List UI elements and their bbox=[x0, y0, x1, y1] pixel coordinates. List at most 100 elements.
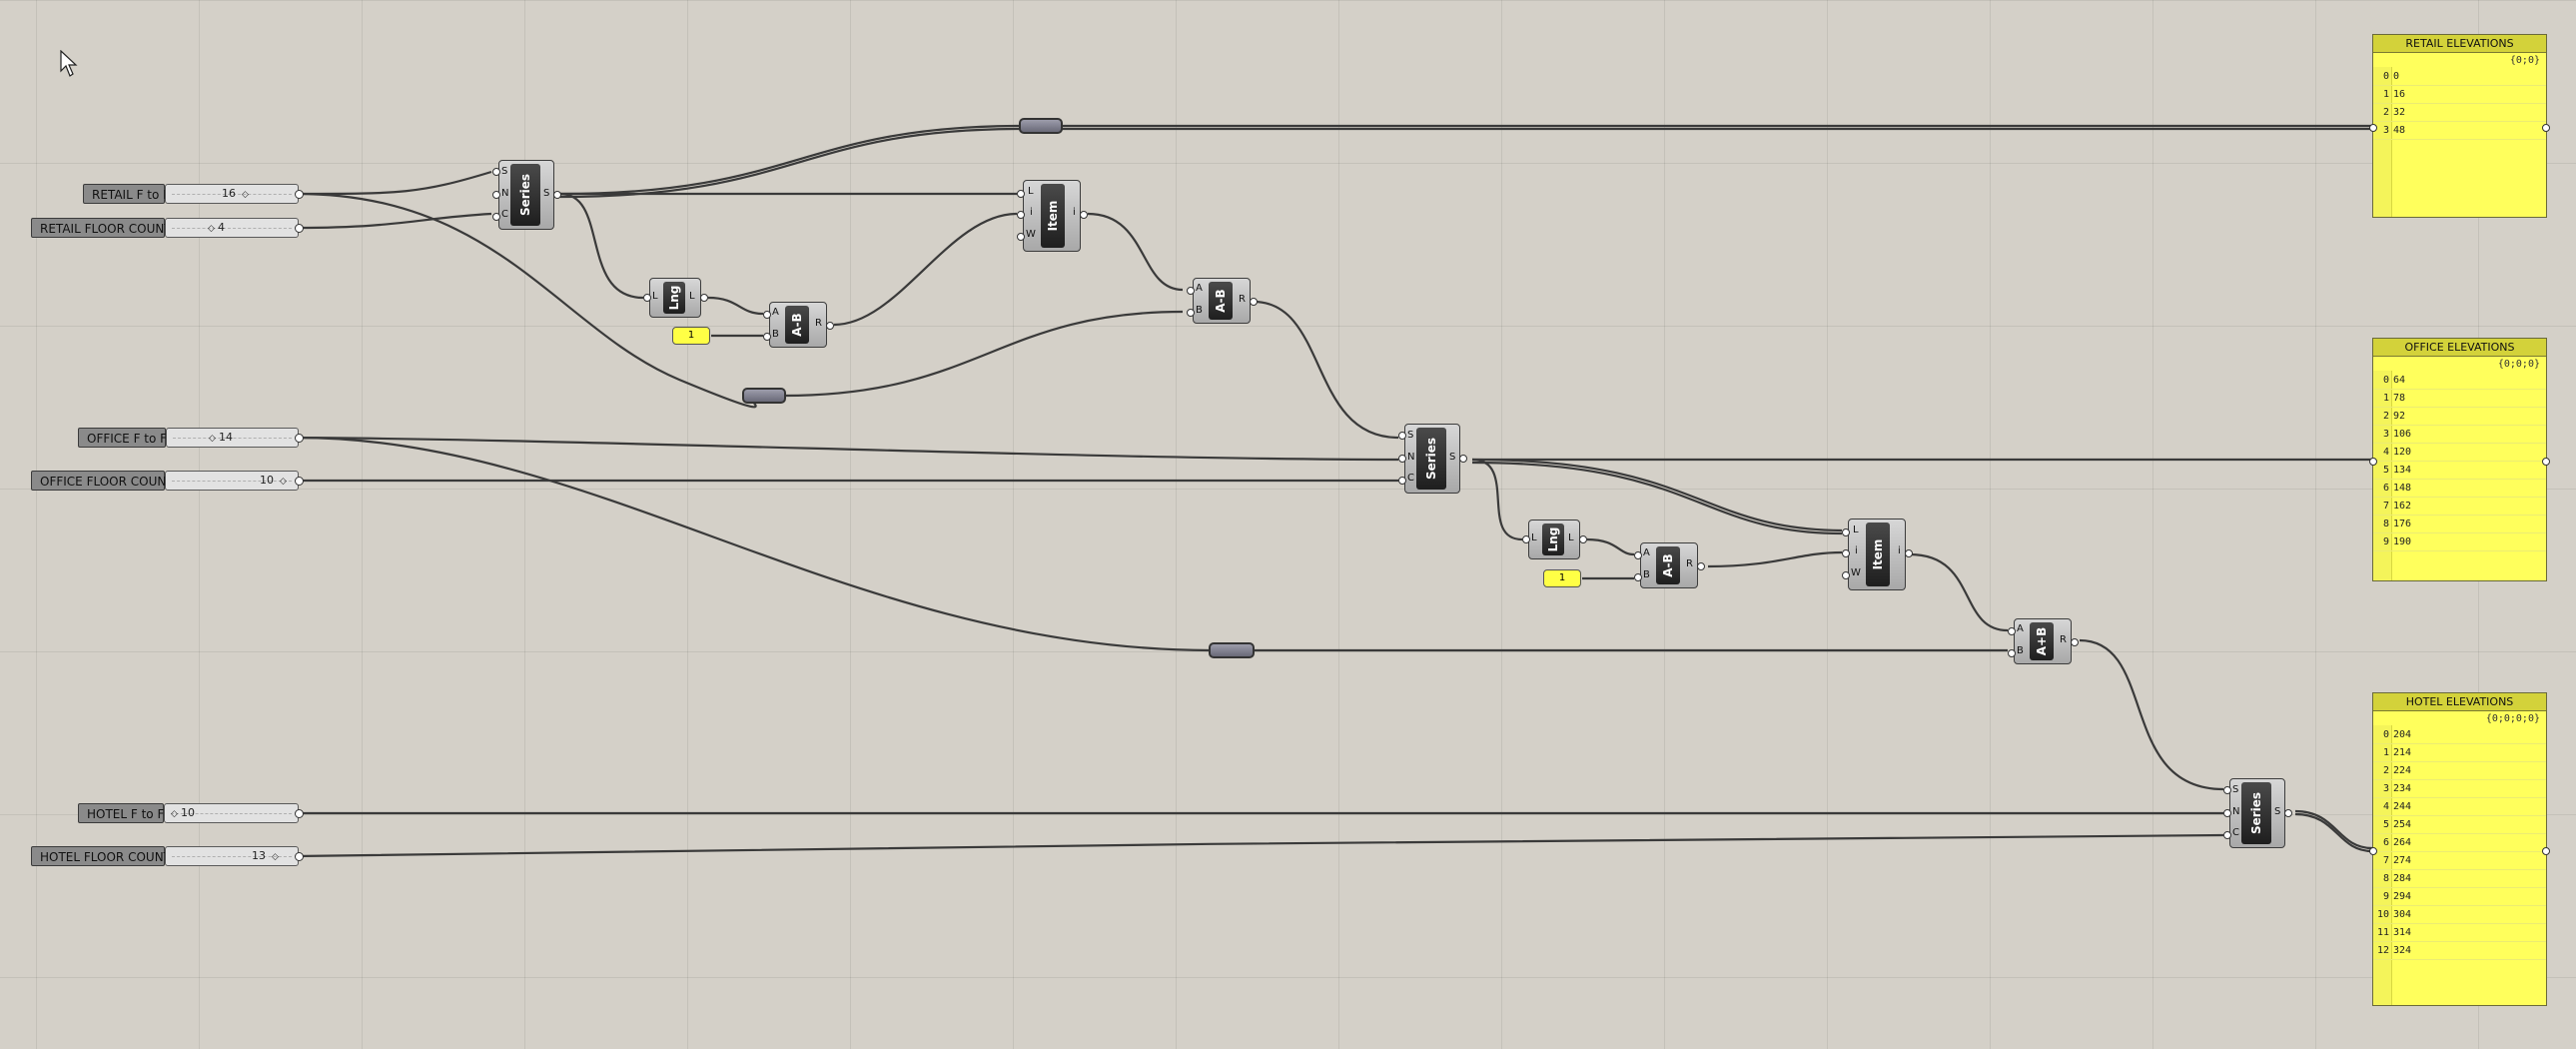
input-port[interactable] bbox=[2369, 847, 2377, 855]
series-component-office[interactable]: Series S N C S bbox=[1392, 424, 1472, 494]
output-port[interactable] bbox=[295, 477, 304, 486]
output-port[interactable] bbox=[1459, 455, 1467, 463]
slider-track[interactable]: ◇ 14 bbox=[166, 428, 299, 448]
slider-track[interactable]: 10 ◇ bbox=[165, 471, 299, 491]
input-s[interactable]: S bbox=[1407, 430, 1414, 441]
output-port[interactable] bbox=[1579, 535, 1587, 543]
input-port[interactable] bbox=[1522, 535, 1530, 543]
subtraction-component-retail-2[interactable]: A-B A B R bbox=[1181, 278, 1263, 324]
input-port[interactable] bbox=[1017, 233, 1025, 241]
input-b[interactable]: B bbox=[1196, 305, 1203, 316]
output-port[interactable] bbox=[2071, 638, 2079, 646]
input-port[interactable] bbox=[492, 168, 500, 176]
slider-hotel-floor-count[interactable]: HOTEL FLOOR COUNT 13 ◇ bbox=[31, 846, 304, 866]
input-port[interactable] bbox=[1187, 287, 1195, 295]
input-port[interactable] bbox=[492, 191, 500, 199]
input-b[interactable]: B bbox=[2017, 645, 2024, 656]
input-port[interactable] bbox=[492, 213, 500, 221]
input-port[interactable] bbox=[1842, 549, 1850, 557]
output-port[interactable] bbox=[826, 322, 834, 330]
output-i[interactable]: i bbox=[1073, 207, 1076, 218]
output-port[interactable] bbox=[700, 294, 708, 302]
output-port[interactable] bbox=[295, 434, 304, 443]
slider-track[interactable]: 13 ◇ bbox=[165, 846, 299, 866]
output-r[interactable]: R bbox=[815, 318, 822, 329]
input-port[interactable] bbox=[1017, 190, 1025, 198]
input-port[interactable] bbox=[2008, 649, 2016, 657]
input-port[interactable] bbox=[1842, 528, 1850, 536]
output-i[interactable]: i bbox=[1898, 545, 1901, 556]
list-length-component-retail[interactable]: Lng L L bbox=[637, 278, 713, 318]
slider-track[interactable]: ◇ 10 bbox=[164, 803, 299, 823]
input-w[interactable]: W bbox=[1851, 567, 1861, 578]
slider-track[interactable]: ◇ 4 bbox=[165, 218, 299, 238]
list-item-component-retail[interactable]: Item L i W i bbox=[1011, 180, 1093, 252]
input-port[interactable] bbox=[1634, 573, 1642, 581]
input-a[interactable]: A bbox=[772, 307, 779, 318]
input-port[interactable] bbox=[643, 294, 651, 302]
output-port[interactable] bbox=[1697, 562, 1705, 570]
input-l[interactable]: L bbox=[652, 291, 658, 302]
output-port[interactable] bbox=[1080, 211, 1088, 219]
output-port[interactable] bbox=[295, 809, 304, 818]
input-port[interactable] bbox=[2223, 831, 2231, 839]
output-port[interactable] bbox=[2542, 458, 2550, 466]
input-port[interactable] bbox=[2369, 458, 2377, 466]
input-i[interactable]: i bbox=[1030, 207, 1033, 218]
input-port[interactable] bbox=[2369, 124, 2377, 132]
slider-grip-icon[interactable]: ◇ bbox=[171, 809, 178, 819]
output-r[interactable]: R bbox=[1686, 558, 1693, 569]
input-l[interactable]: L bbox=[1531, 532, 1537, 543]
output-port[interactable] bbox=[295, 224, 304, 233]
input-a[interactable]: A bbox=[2017, 623, 2024, 634]
input-s[interactable]: S bbox=[501, 166, 508, 177]
slider-grip-icon[interactable]: ◇ bbox=[280, 477, 287, 487]
panel-hotel-elevations[interactable]: HOTEL ELEVATIONS {0;0;0;0} 0 204 1 214 2 22… bbox=[2369, 692, 2550, 1006]
list-item-component-office[interactable]: Item L i W i bbox=[1836, 519, 1918, 590]
addition-component[interactable]: A+B A B R bbox=[2002, 618, 2084, 664]
input-port[interactable] bbox=[1187, 309, 1195, 317]
output-s[interactable]: S bbox=[2274, 806, 2281, 817]
input-l[interactable]: L bbox=[1028, 186, 1034, 197]
input-port[interactable] bbox=[763, 311, 771, 319]
series-component-hotel[interactable]: Series S N C S bbox=[2217, 778, 2297, 848]
input-port[interactable] bbox=[1398, 455, 1406, 463]
input-port[interactable] bbox=[2008, 627, 2016, 635]
input-port[interactable] bbox=[1842, 571, 1850, 579]
constant-one-panel-office[interactable]: 1 bbox=[1543, 569, 1581, 587]
input-c[interactable]: C bbox=[501, 209, 508, 220]
subtraction-component-retail-1[interactable]: A-B A B R bbox=[757, 302, 839, 348]
input-n[interactable]: N bbox=[2232, 806, 2240, 817]
input-c[interactable]: C bbox=[2232, 827, 2239, 838]
output-r[interactable]: R bbox=[1239, 294, 1246, 305]
input-a[interactable]: A bbox=[1196, 283, 1203, 294]
output-l[interactable]: L bbox=[1568, 532, 1574, 543]
slider-retail-ftf[interactable]: RETAIL F to F 16 ◇ bbox=[83, 184, 304, 204]
output-s[interactable]: S bbox=[543, 188, 550, 199]
input-port[interactable] bbox=[1398, 432, 1406, 440]
relay-connector[interactable] bbox=[742, 388, 786, 404]
input-c[interactable]: C bbox=[1407, 473, 1414, 484]
series-component-retail[interactable]: Series S N C S bbox=[486, 160, 566, 230]
input-b[interactable]: B bbox=[1643, 569, 1650, 580]
subtraction-component-office[interactable]: A-B A B R bbox=[1628, 542, 1710, 588]
output-port[interactable] bbox=[1905, 549, 1913, 557]
output-port[interactable] bbox=[295, 190, 304, 199]
list-length-component-office[interactable]: Lng L L bbox=[1516, 520, 1592, 559]
relay-connector[interactable] bbox=[1209, 642, 1255, 658]
output-port[interactable] bbox=[2542, 124, 2550, 132]
input-a[interactable]: A bbox=[1643, 547, 1650, 558]
slider-grip-icon[interactable]: ◇ bbox=[272, 852, 279, 862]
output-s[interactable]: S bbox=[1449, 452, 1456, 463]
slider-retail-floor-count[interactable]: RETAIL FLOOR COUNT ◇ 4 bbox=[31, 218, 304, 238]
input-port[interactable] bbox=[763, 333, 771, 341]
slider-hotel-ftf[interactable]: HOTEL F to F ◇ 10 bbox=[78, 803, 304, 823]
input-port[interactable] bbox=[1017, 211, 1025, 219]
output-port[interactable] bbox=[295, 852, 304, 861]
input-b[interactable]: B bbox=[772, 329, 779, 340]
slider-track[interactable]: 16 ◇ bbox=[165, 184, 299, 204]
input-port[interactable] bbox=[2223, 786, 2231, 794]
